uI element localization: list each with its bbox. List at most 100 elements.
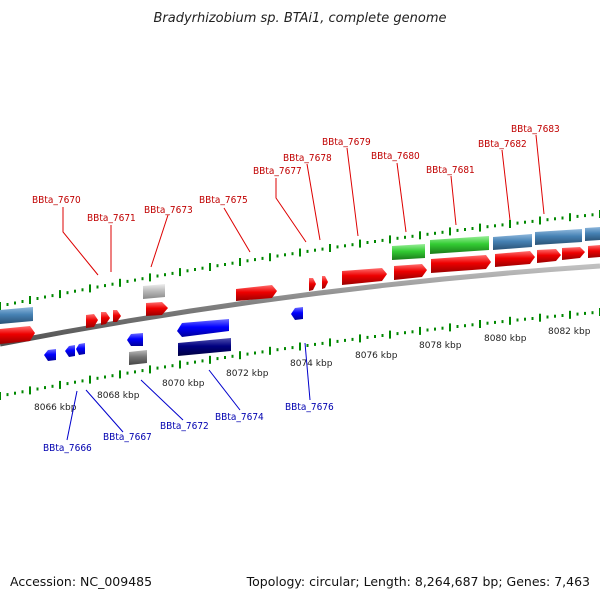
gene-arrow[interactable] <box>495 251 535 267</box>
gene-label[interactable]: BBta_7670 <box>32 195 81 206</box>
scale-tick <box>29 296 31 304</box>
scale-tick <box>44 386 46 390</box>
gene-label[interactable]: BBta_7667 <box>103 432 152 443</box>
scale-tick <box>0 302 1 310</box>
gene-arrow[interactable] <box>394 264 427 280</box>
gene-arrow[interactable] <box>322 276 328 289</box>
scale-label: 8078 kbp <box>419 341 462 351</box>
gene-arrow[interactable] <box>291 307 303 320</box>
scale-tick <box>59 380 61 389</box>
scale-tick <box>51 294 54 298</box>
scale-tick <box>419 231 421 240</box>
gene-arrow[interactable] <box>113 310 121 322</box>
scale-tick <box>584 214 586 218</box>
scale-tick <box>284 253 286 257</box>
scale-tick <box>201 359 204 363</box>
scale-tick <box>456 228 459 232</box>
pseudo-gene-block[interactable] <box>129 350 147 365</box>
scale-tick <box>396 332 399 336</box>
rrna-gene-block[interactable] <box>493 234 532 250</box>
scale-tick <box>239 351 241 360</box>
gene-label[interactable]: BBta_7666 <box>43 443 92 454</box>
scale-tick <box>404 235 406 239</box>
scale-tick <box>89 375 91 384</box>
gene-arrow[interactable] <box>76 343 85 355</box>
rrna-gene-block[interactable] <box>535 229 582 245</box>
scale-tick <box>509 220 511 228</box>
gene-label[interactable]: BBta_7682 <box>478 139 527 150</box>
rrna-gene-block[interactable] <box>585 227 600 241</box>
gene-label[interactable]: BBta_7680 <box>371 151 420 162</box>
scale-labels: 8066 kbp 8068 kbp 8070 kbp 8072 kbp 8074… <box>34 327 591 413</box>
gene-label[interactable]: BBta_7672 <box>160 421 209 432</box>
reverse-strand-features <box>129 338 231 365</box>
scale-tick <box>269 346 271 355</box>
callout-line <box>306 163 321 241</box>
scale-tick <box>411 234 414 238</box>
callout-line <box>396 162 407 233</box>
gene-label[interactable]: BBta_7673 <box>144 205 193 216</box>
reverse-gene-block[interactable] <box>178 338 231 356</box>
callout-line <box>62 207 99 276</box>
topology-text: Topology: circular; Length: 8,264,687 bp… <box>246 574 590 589</box>
gene-label[interactable]: BBta_7679 <box>322 137 371 148</box>
scale-tick <box>516 318 519 322</box>
scale-tick <box>366 335 369 339</box>
tick-track-top <box>0 210 600 310</box>
gene-label[interactable]: BBta_7674 <box>215 412 264 423</box>
scale-tick <box>426 328 429 332</box>
scale-tick <box>231 261 234 265</box>
gene-arrow[interactable] <box>177 319 229 337</box>
gene-label[interactable]: BBta_7675 <box>199 195 248 206</box>
gene-arrow[interactable] <box>588 245 600 258</box>
scale-tick <box>299 342 301 351</box>
gene-arrow[interactable] <box>101 312 110 325</box>
scale-tick <box>471 227 474 230</box>
gene-label[interactable]: BBta_7678 <box>283 153 332 164</box>
gene-arrow[interactable] <box>86 314 98 328</box>
reverse-strand-genes <box>44 307 303 361</box>
scale-tick <box>201 266 204 270</box>
scale-tick <box>246 259 249 263</box>
gene-arrow[interactable] <box>65 345 75 357</box>
gene-arrow[interactable] <box>342 268 387 285</box>
gene-label[interactable]: BBta_7677 <box>253 166 302 177</box>
scale-tick <box>464 228 466 231</box>
gene-arrow[interactable] <box>127 333 143 346</box>
trna-gene-block[interactable] <box>392 244 425 260</box>
scale-tick <box>171 364 174 368</box>
tick-track-bottom <box>0 308 600 400</box>
scale-tick <box>96 285 99 289</box>
gene-label[interactable]: BBta_7676 <box>285 402 334 413</box>
callout-line <box>140 379 184 421</box>
gene-label[interactable]: BBta_7671 <box>87 213 136 224</box>
gene-arrow[interactable] <box>431 255 491 273</box>
gene-arrow[interactable] <box>44 349 56 361</box>
scale-label: 8082 kbp <box>548 327 591 337</box>
scale-tick <box>329 244 331 252</box>
gene-arrow[interactable] <box>0 326 35 344</box>
trna-gene-block[interactable] <box>430 236 489 254</box>
scale-tick <box>434 231 436 235</box>
scale-tick <box>441 230 444 234</box>
scale-tick <box>486 321 489 325</box>
scale-tick <box>74 289 76 293</box>
scale-tick <box>336 339 339 343</box>
gene-label[interactable]: BBta_7683 <box>511 124 560 135</box>
gene-labels-top: BBta_7670 BBta_7671 BBta_7673 BBta_7675 … <box>32 124 560 224</box>
gene-arrow[interactable] <box>562 247 585 260</box>
gene-arrow[interactable] <box>236 285 277 301</box>
scale-tick <box>119 278 121 287</box>
gene-arrow[interactable] <box>146 302 168 316</box>
gene-arrow[interactable] <box>537 249 561 263</box>
scale-tick <box>479 320 481 328</box>
gene-label[interactable]: BBta_7681 <box>426 165 475 176</box>
callout-line <box>85 389 124 433</box>
rrna-gene-block[interactable] <box>0 307 33 324</box>
pseudo-gene-block[interactable] <box>143 284 165 299</box>
scale-tick <box>554 314 556 318</box>
scale-tick <box>66 382 69 386</box>
gene-arrow[interactable] <box>309 278 316 291</box>
scale-tick <box>494 224 496 228</box>
scale-tick <box>21 300 24 303</box>
